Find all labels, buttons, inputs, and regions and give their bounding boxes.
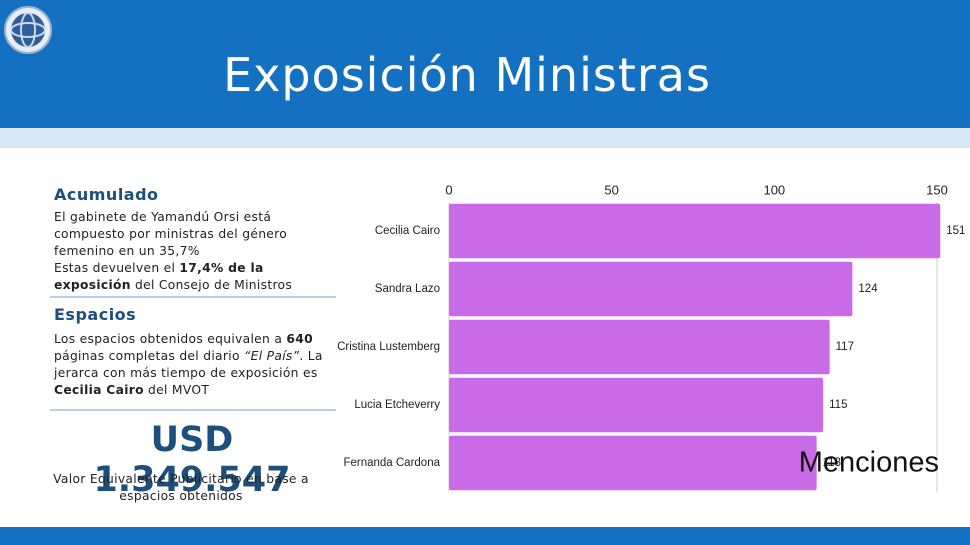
logo (4, 6, 52, 54)
text-run: páginas completas del diario (54, 349, 244, 363)
text-run: 640 (286, 332, 313, 346)
highlight-amount: USD 1.349.547 (93, 420, 291, 500)
text-run: del Consejo de Ministros (130, 278, 293, 292)
page-title: Exposición Ministras (223, 48, 711, 102)
y-tick-label: Cristina Lustemberg (337, 341, 440, 353)
text-run: 17,4% de la exposición (54, 261, 264, 292)
x-tick-label: 100 (763, 182, 785, 197)
bar (449, 319, 830, 375)
bar (449, 435, 817, 491)
bar (449, 377, 824, 433)
section-title: Acumulado (54, 185, 159, 204)
y-tick-label: Cecilia Cairo (375, 225, 440, 237)
bar (449, 203, 941, 259)
text-run: . La jerarca con más tiempo de exposició… (54, 349, 323, 380)
text-run: del MVOT (143, 383, 210, 397)
text-run: Cecilia Cairo (54, 383, 144, 397)
section-text: Los espacios obtenidos equivalen a 640 p… (54, 331, 334, 399)
highlight-caption: Valor Equivalente Publicitario en base a… (53, 472, 309, 503)
text-run: Estas devuelven el (54, 261, 180, 275)
x-tick-label: 0 (445, 182, 452, 197)
x-tick-label: 50 (604, 182, 618, 197)
text-run: Los espacios obtenidos equivalen a (54, 332, 287, 346)
x-axis-label: Menciones (799, 447, 939, 479)
bar (449, 261, 853, 317)
data-label: 115 (829, 399, 847, 411)
x-tick-label: 150 (926, 182, 948, 197)
section-text: El gabinete de Yamandú Orsi está compues… (54, 209, 334, 294)
y-tick-label: Fernanda Cardona (343, 457, 440, 469)
data-label: 124 (858, 283, 878, 295)
section-title: Espacios (54, 305, 137, 324)
header-band (0, 0, 970, 128)
text-run: “El País” (244, 349, 300, 363)
text-run: El gabinete de Yamandú Orsi está compues… (54, 210, 288, 258)
data-label: 113 (823, 457, 841, 469)
divider (50, 296, 336, 298)
header-strip (0, 128, 970, 148)
y-tick-label: Lucia Etcheverry (354, 399, 440, 411)
divider (50, 409, 336, 411)
data-label: 117 (836, 341, 854, 353)
footer-band (0, 527, 970, 545)
data-label: 151 (946, 225, 965, 237)
y-tick-label: Sandra Lazo (375, 283, 440, 295)
